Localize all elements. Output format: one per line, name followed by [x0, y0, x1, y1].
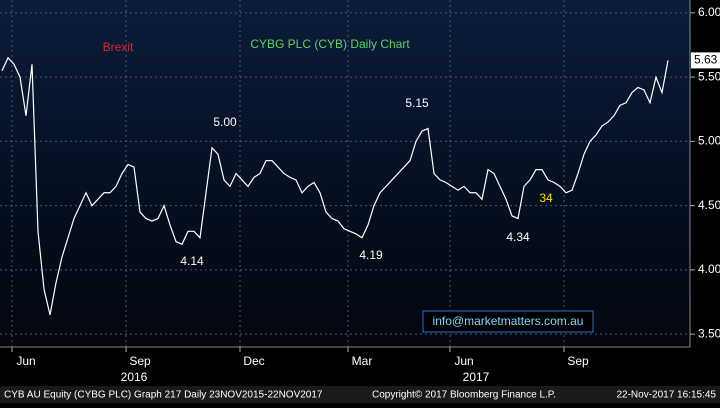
email-box	[422, 310, 594, 333]
annotation: Brexit	[103, 40, 134, 54]
year-label: 2017	[463, 370, 490, 384]
plot-area	[0, 0, 690, 347]
last-price-label: 5.63	[694, 53, 718, 67]
footer-left: CYB AU Equity (CYBG PLC) Graph 217 Daily…	[4, 390, 323, 401]
footer-right: 22-Nov-2017 16:15:45	[616, 390, 716, 401]
x-tick-label: Sep	[567, 354, 589, 368]
y-tick-label: 3.50	[698, 326, 720, 340]
price-line	[1, 56, 669, 316]
x-tick-label: Mar	[352, 354, 373, 368]
x-tick-label: Jun	[454, 354, 473, 368]
x-tick-label: Dec	[243, 354, 264, 368]
footer-bar	[0, 386, 720, 403]
chart-title: CYBG PLC (CYB) Daily Chart	[250, 37, 410, 51]
last-price-box	[691, 52, 720, 69]
annotation: 4.19	[359, 248, 383, 262]
footer-middle: Copyright© 2017 Bloomberg Finance L.P.	[372, 390, 556, 401]
email: info@marketmatters.com.au	[433, 314, 584, 328]
y-tick-label: 4.50	[698, 198, 720, 212]
y-tick-label: 4.00	[698, 262, 720, 276]
annotation: 5.00	[213, 115, 237, 129]
annotation: 5.15	[405, 96, 429, 110]
x-tick-label: Sep	[129, 354, 151, 368]
y-tick-label: 5.00	[698, 134, 720, 148]
y-tick-label: 5.50	[698, 69, 720, 83]
year-label: 2016	[121, 370, 148, 384]
annotation: 4.14	[180, 254, 204, 268]
annotation: 34	[539, 191, 553, 205]
x-tick-label: Jun	[16, 354, 35, 368]
y-tick-label: 6.00	[698, 5, 720, 19]
annotation: 4.34	[506, 230, 530, 244]
